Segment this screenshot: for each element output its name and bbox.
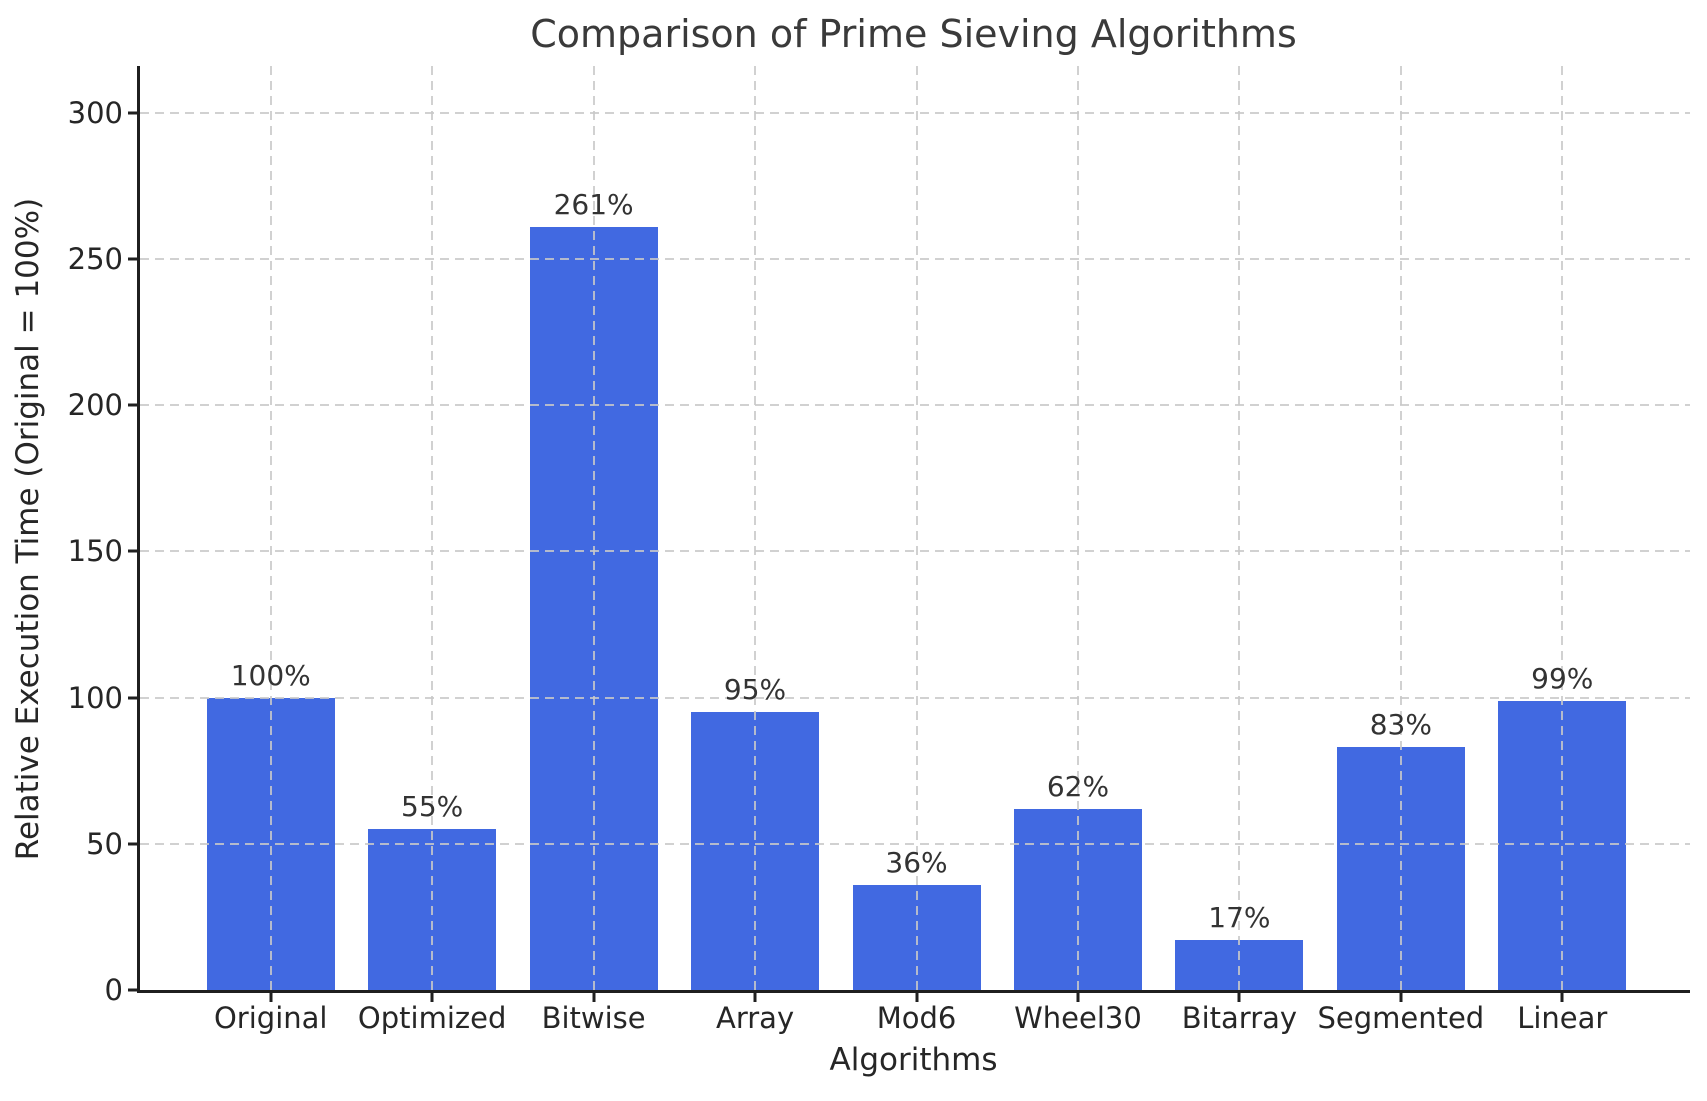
y-tick-mark-150 [128,549,137,553]
x-axis-label: Algorithms [829,1042,998,1078]
y-tick-mark-50 [128,842,137,846]
x-tick-mark-bitarray [1237,993,1241,1002]
x-gridline-optimized [431,66,434,990]
grid-layer [140,66,1690,990]
x-tick-mark-wheel30 [1076,993,1080,1002]
y-tick-label-200: 200 [67,388,123,423]
y-tick-mark-200 [128,403,137,407]
x-gridline-linear [1561,66,1564,990]
y-tick-label-250: 250 [67,241,123,276]
y-axis-label: Relative Execution Time (Original = 100%… [10,197,46,861]
bar-value-label-original: 100% [230,658,311,692]
y-tick-mark-100 [128,696,137,700]
x-tick-label-array: Array [715,1001,795,1035]
bar-value-label-bitwise: 261% [553,187,634,221]
x-gridline-wheel30 [1076,66,1079,990]
y-tick-label-100: 100 [67,680,123,715]
plot-area: 100% 55% 261% 95% 36% 62% 17% 83% 99% [137,66,1690,993]
y-gridline-100 [140,696,1690,699]
x-tick-mark-mod6 [915,993,918,1002]
x-tick-mark-segmented [1399,993,1403,1002]
x-tick-label-original: Original [213,1001,328,1035]
y-tick-label-300: 300 [67,95,123,130]
y-tick-mark-0 [128,988,137,992]
x-tick-label-bitwise: Bitwise [541,1001,646,1035]
y-gridline-250 [140,257,1690,260]
x-gridline-mod6 [915,66,918,990]
x-tick-mark-linear [1560,993,1564,1002]
y-gridline-300 [140,111,1690,114]
y-tick-label-50: 50 [86,826,123,861]
x-tick-mark-optimized [430,993,434,1002]
bar-value-label-segmented: 83% [1369,708,1432,742]
bar-label-layer: 100% 55% 261% 95% 36% 62% 17% 83% 99% [140,66,1690,990]
bar-value-label-wheel30: 62% [1046,769,1110,803]
x-tick-label-linear: Linear [1517,1001,1608,1035]
chart-title: Comparison of Prime Sieving Algorithms [530,12,1297,56]
y-tick-mark-300 [128,111,137,115]
x-tick-label-bitarray: Bitarray [1181,1001,1298,1035]
bar-value-label-optimized: 55% [401,790,464,824]
x-gridline-bitarray [1238,66,1241,990]
y-tick-label-0: 0 [104,973,123,1007]
x-tick-mark-original [269,993,273,1002]
x-tick-label-segmented: Segmented [1317,1001,1485,1035]
x-tick-label-mod6: Mod6 [876,1001,957,1035]
bar-value-label-linear: 99% [1531,661,1594,695]
x-tick-mark-array [753,993,757,1002]
y-gridline-150 [140,550,1690,553]
y-gridline-200 [140,404,1690,407]
x-tick-label-wheel30: Wheel30 [1014,1001,1142,1035]
bar-value-label-array: 95% [723,673,787,707]
x-gridline-segmented [1399,66,1402,990]
bar-value-label-bitarray: 17% [1208,901,1271,935]
y-tick-mark-250 [128,257,137,261]
bar-value-label-mod6: 36% [885,845,948,879]
x-gridline-original [269,66,272,990]
x-gridline-array [754,66,757,990]
y-tick-label-150: 150 [67,534,123,569]
x-tick-mark-bitwise [592,993,596,1002]
y-gridline-50 [140,842,1690,845]
x-gridline-bitwise [592,66,595,990]
x-tick-label-optimized: Optimized [357,1001,507,1035]
